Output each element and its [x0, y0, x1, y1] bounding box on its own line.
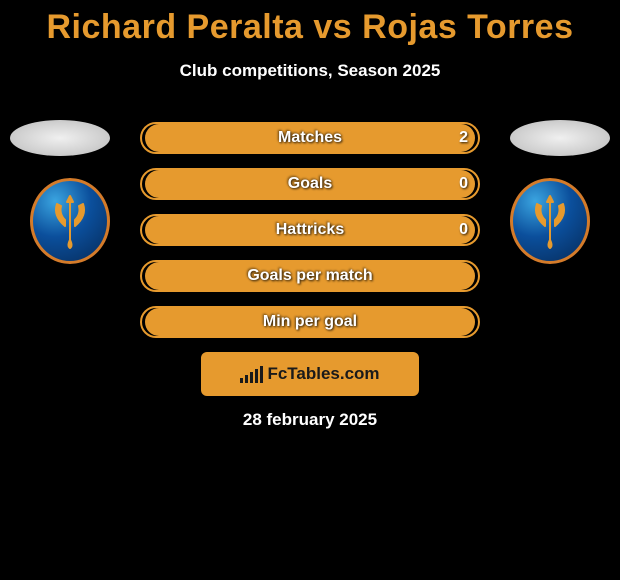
trident-icon — [47, 192, 93, 250]
stat-bar-min-per-goal: Min per goal — [140, 306, 480, 338]
page-title: Richard Peralta vs Rojas Torres — [0, 0, 620, 47]
stat-value: 0 — [459, 221, 468, 239]
trident-icon — [527, 192, 573, 250]
subtitle: Club competitions, Season 2025 — [0, 61, 620, 81]
stat-label: Hattricks — [142, 221, 478, 239]
player2-club-badge — [502, 178, 598, 264]
player1-photo — [10, 120, 110, 156]
stat-label: Goals — [142, 175, 478, 193]
stat-bar-matches: Matches 2 — [140, 122, 480, 154]
stat-bar-goals: Goals 0 — [140, 168, 480, 200]
player1-club-badge — [22, 178, 118, 264]
stats-container: Matches 2 Goals 0 Hattricks 0 Goals per … — [140, 122, 480, 352]
stat-label: Min per goal — [142, 313, 478, 331]
stat-label: Goals per match — [142, 267, 478, 285]
stat-label: Matches — [142, 129, 478, 147]
site-badge: FcTables.com — [201, 352, 419, 396]
date-text: 28 february 2025 — [0, 410, 620, 430]
stat-bar-goals-per-match: Goals per match — [140, 260, 480, 292]
bars-icon — [240, 365, 263, 383]
player2-photo — [510, 120, 610, 156]
stat-bar-hattricks: Hattricks 0 — [140, 214, 480, 246]
stat-value: 0 — [459, 175, 468, 193]
stat-value: 2 — [459, 129, 468, 147]
club-badge-inner — [30, 178, 110, 264]
site-name: FcTables.com — [267, 364, 379, 384]
club-badge-inner — [510, 178, 590, 264]
